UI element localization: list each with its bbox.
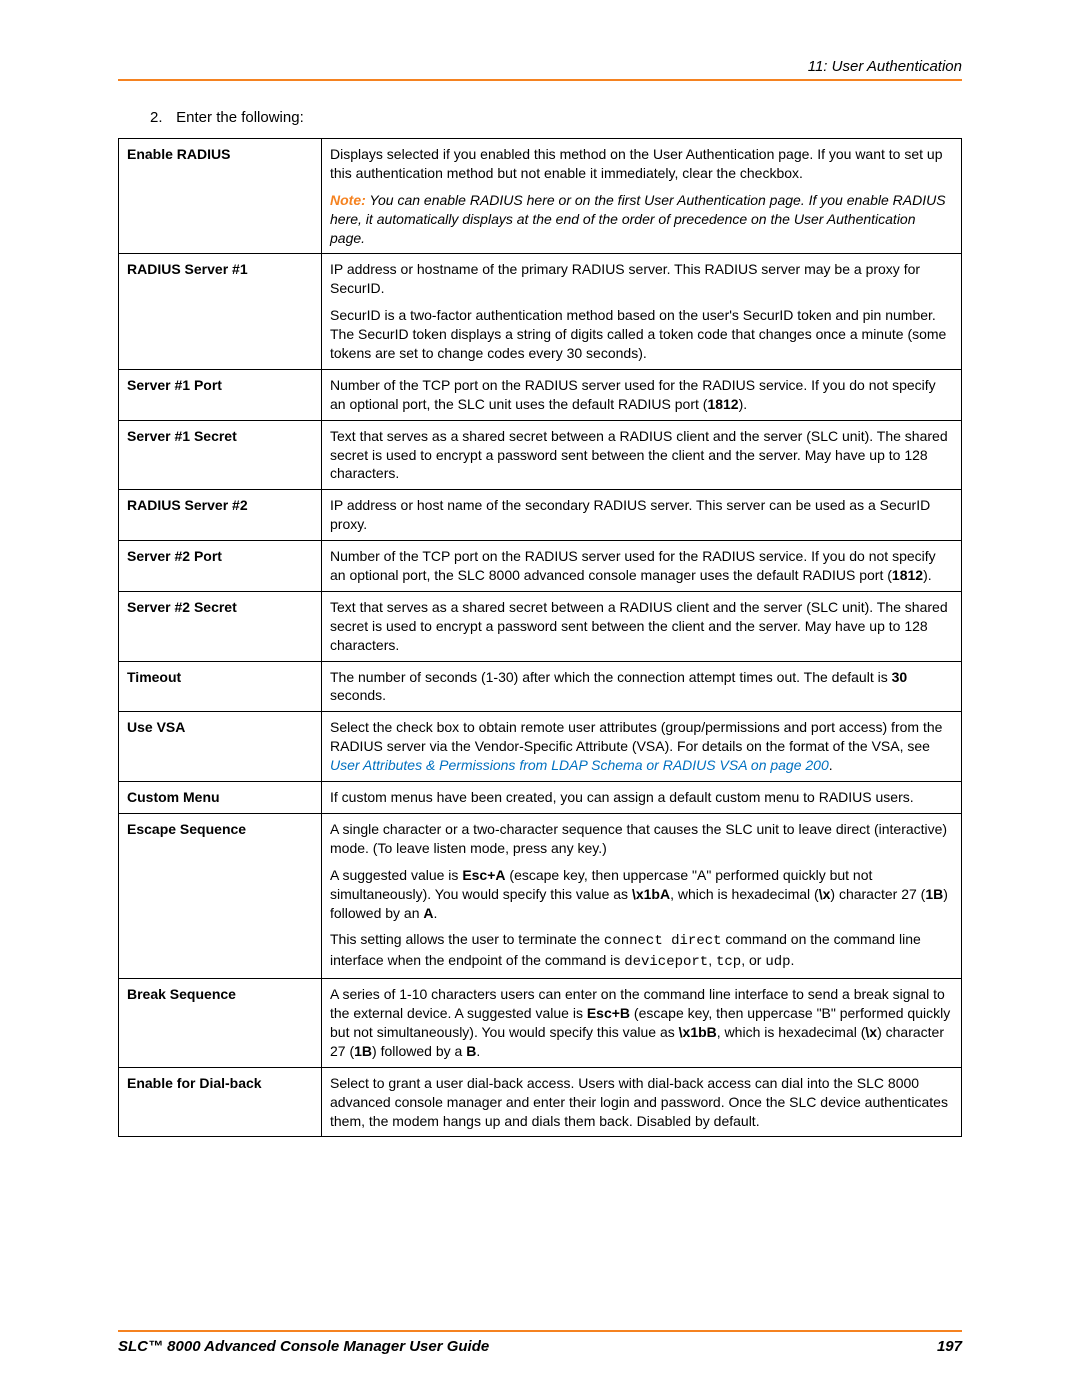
setting-label: Enable RADIUS xyxy=(119,139,322,254)
setting-label: Custom Menu xyxy=(119,782,322,814)
setting-label: Server #2 Secret xyxy=(119,591,322,661)
setting-description: Number of the TCP port on the RADIUS ser… xyxy=(322,369,962,420)
table-row: Break SequenceA series of 1-10 character… xyxy=(119,979,962,1068)
step-instruction: 2. Enter the following: xyxy=(150,109,962,126)
table-row: Server #1 PortNumber of the TCP port on … xyxy=(119,369,962,420)
setting-label: Timeout xyxy=(119,661,322,712)
setting-label: Escape Sequence xyxy=(119,813,322,978)
table-row: TimeoutThe number of seconds (1-30) afte… xyxy=(119,661,962,712)
step-text: Enter the following: xyxy=(176,109,304,126)
settings-table: Enable RADIUSDisplays selected if you en… xyxy=(118,138,962,1137)
setting-label: Server #1 Secret xyxy=(119,420,322,490)
setting-description: IP address or host name of the secondary… xyxy=(322,490,962,541)
setting-description: Number of the TCP port on the RADIUS ser… xyxy=(322,541,962,592)
chapter-header: 11: User Authentication xyxy=(118,58,962,75)
setting-description: Text that serves as a shared secret betw… xyxy=(322,420,962,490)
table-row: RADIUS Server #1IP address or hostname o… xyxy=(119,254,962,369)
cross-reference-link[interactable]: User Attributes & Permissions from LDAP … xyxy=(330,757,829,773)
setting-label: RADIUS Server #2 xyxy=(119,490,322,541)
step-number: 2. xyxy=(150,109,172,126)
table-row: Server #2 PortNumber of the TCP port on … xyxy=(119,541,962,592)
page-footer: SLC™ 8000 Advanced Console Manager User … xyxy=(118,1330,962,1355)
setting-description: The number of seconds (1-30) after which… xyxy=(322,661,962,712)
setting-description: Select the check box to obtain remote us… xyxy=(322,712,962,782)
footer-divider xyxy=(118,1330,962,1332)
table-row: Server #2 SecretText that serves as a sh… xyxy=(119,591,962,661)
table-row: RADIUS Server #2IP address or host name … xyxy=(119,490,962,541)
table-row: Escape SequenceA single character or a t… xyxy=(119,813,962,978)
setting-description: Text that serves as a shared secret betw… xyxy=(322,591,962,661)
setting-label: Enable for Dial-back xyxy=(119,1067,322,1137)
setting-description: A series of 1-10 characters users can en… xyxy=(322,979,962,1068)
setting-description: Displays selected if you enabled this me… xyxy=(322,139,962,254)
header-divider xyxy=(118,79,962,81)
setting-label: Server #2 Port xyxy=(119,541,322,592)
setting-label: Break Sequence xyxy=(119,979,322,1068)
setting-description: If custom menus have been created, you c… xyxy=(322,782,962,814)
table-row: Server #1 SecretText that serves as a sh… xyxy=(119,420,962,490)
setting-description: A single character or a two-character se… xyxy=(322,813,962,978)
setting-description: IP address or hostname of the primary RA… xyxy=(322,254,962,369)
table-row: Use VSASelect the check box to obtain re… xyxy=(119,712,962,782)
page-number: 197 xyxy=(937,1338,962,1355)
table-row: Custom MenuIf custom menus have been cre… xyxy=(119,782,962,814)
table-row: Enable for Dial-backSelect to grant a us… xyxy=(119,1067,962,1137)
setting-label: RADIUS Server #1 xyxy=(119,254,322,369)
setting-label: Server #1 Port xyxy=(119,369,322,420)
setting-label: Use VSA xyxy=(119,712,322,782)
footer-title: SLC™ 8000 Advanced Console Manager User … xyxy=(118,1338,489,1355)
note-label: Note: xyxy=(330,192,366,208)
setting-description: Select to grant a user dial-back access.… xyxy=(322,1067,962,1137)
table-row: Enable RADIUSDisplays selected if you en… xyxy=(119,139,962,254)
